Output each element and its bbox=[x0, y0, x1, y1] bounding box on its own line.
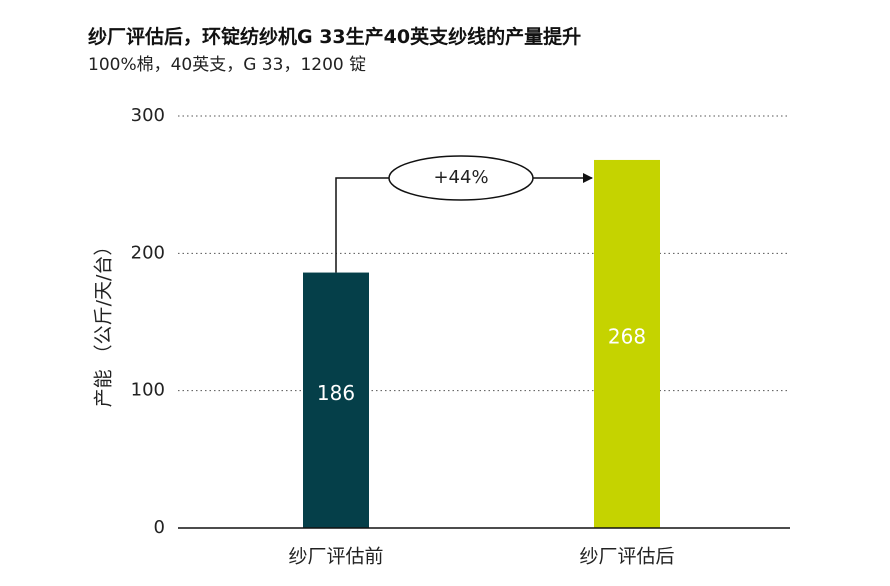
bar-value-label: 268 bbox=[608, 324, 646, 348]
x-category-label: 纱厂评估前 bbox=[288, 546, 383, 568]
y-tick-label: 300 bbox=[131, 105, 165, 126]
bar bbox=[303, 272, 369, 528]
y-axis-label: 产能 （公斤/天/台） bbox=[93, 237, 115, 408]
bar bbox=[594, 159, 660, 529]
chart-subtitle: 100%棉，40英支，G 33，1200 锭 bbox=[88, 55, 367, 75]
growth-percent-label: +44% bbox=[433, 167, 488, 188]
x-category-label: 纱厂评估后 bbox=[579, 546, 674, 568]
y-tick-label: 200 bbox=[131, 242, 165, 263]
chart-title: 纱厂评估后，环锭纺纱机G 33生产40英支纱线的产量提升 bbox=[88, 26, 582, 48]
y-tick-label: 100 bbox=[131, 380, 165, 401]
y-tick-label: 0 bbox=[154, 517, 165, 538]
bar-value-label: 186 bbox=[317, 381, 355, 405]
growth-ellipse bbox=[388, 155, 534, 201]
